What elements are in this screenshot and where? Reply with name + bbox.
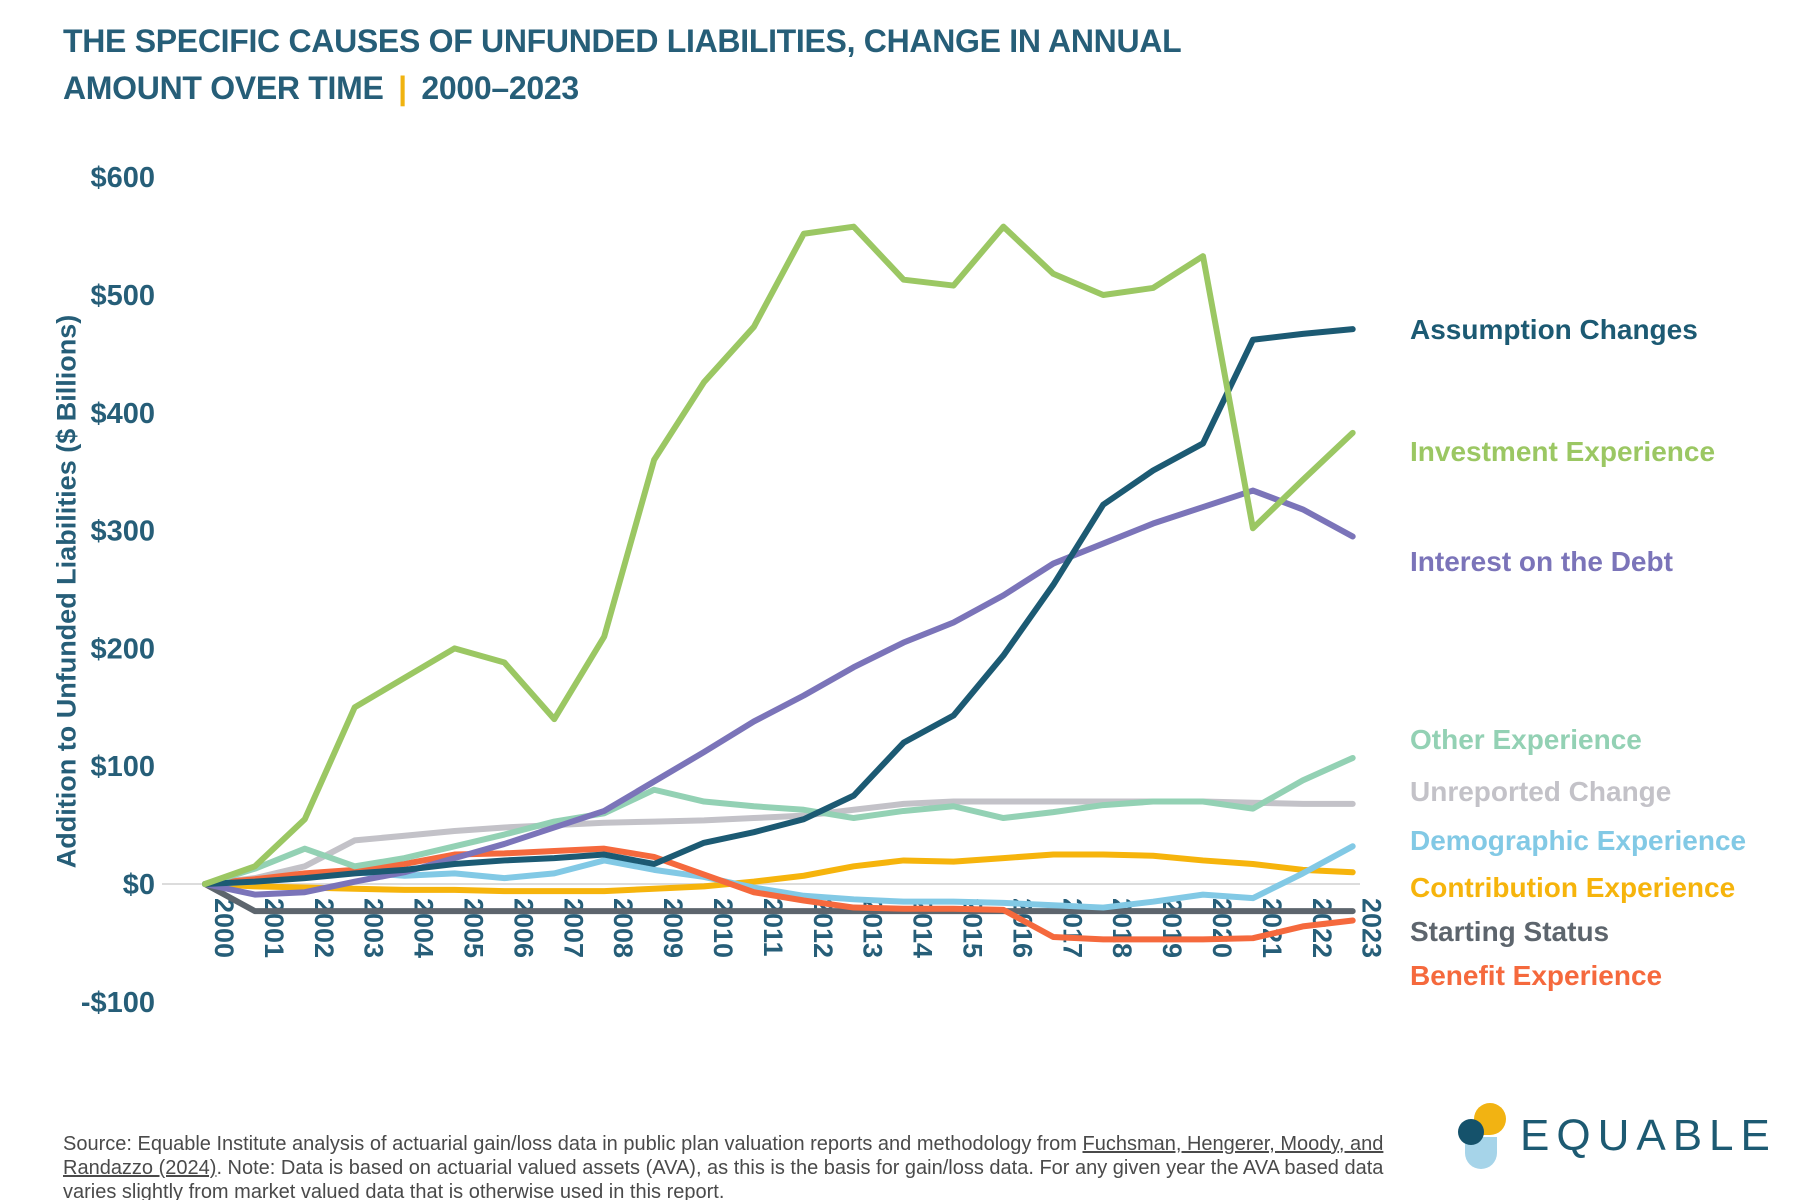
- y-tick-label: $500: [90, 280, 155, 312]
- legend-assumption: Assumption Changes: [1410, 314, 1698, 345]
- x-tick-label: 2006: [508, 898, 538, 958]
- y-tick-label: -$100: [81, 987, 155, 1019]
- chart-title: THE SPECIFIC CAUSES OF UNFUNDED LIABILIT…: [63, 18, 1403, 112]
- x-tick-label: 2002: [309, 898, 339, 958]
- x-tick-label: 2010: [708, 898, 738, 958]
- line-other: [202, 754, 1356, 887]
- title-separator: |: [398, 70, 407, 106]
- x-tick-label: 2021: [1257, 898, 1287, 958]
- line-interest: [202, 487, 1356, 898]
- x-tick-label: 2012: [808, 898, 838, 958]
- x-tick-label: 2005: [459, 898, 489, 958]
- equable-logo: EQUABLE: [1458, 1103, 1777, 1169]
- legend-benefit: Benefit Experience: [1410, 960, 1663, 991]
- legend-investment: Investment Experience: [1410, 436, 1716, 467]
- y-tick-label: $600: [90, 162, 155, 194]
- source-text-suffix: . Note: Data is based on actuarial value…: [63, 1157, 1384, 1200]
- y-tick-label: $400: [90, 398, 155, 430]
- source-citation-link[interactable]: Fuchsman, Hengerer, Moody, and Randazzo …: [63, 1133, 1384, 1179]
- logo-teal-shape: [1458, 1119, 1484, 1145]
- legend-unreported: Unreported Change: [1410, 776, 1672, 807]
- legend-contribution: Contribution Experience: [1410, 872, 1736, 903]
- line-contribution: [202, 851, 1356, 895]
- y-tick-label: $100: [90, 751, 155, 783]
- x-tick-label: 2020: [1207, 898, 1237, 958]
- legend-other: Other Experience: [1410, 724, 1642, 755]
- line-starting: [202, 881, 1356, 915]
- equable-logo-text: EQUABLE: [1520, 1111, 1777, 1160]
- line-benefit: [202, 845, 1356, 943]
- chart-title-line2: AMOUNT OVER TIME: [63, 70, 384, 106]
- x-tick-label: 2004: [409, 898, 439, 958]
- line-assumption: [202, 326, 1356, 887]
- x-tick-label: 2000: [209, 898, 239, 958]
- source-note: Source: Equable Institute analysis of ac…: [63, 1132, 1393, 1200]
- legend-starting: Starting Status: [1410, 916, 1610, 947]
- y-tick-label: $0: [123, 869, 155, 901]
- x-tick-label: 2009: [658, 898, 688, 958]
- equable-logo-icon: [1458, 1103, 1506, 1169]
- x-tick-label: 2011: [758, 898, 788, 957]
- legend-demographic: Demographic Experience: [1410, 825, 1747, 856]
- x-tick-label: 2008: [608, 898, 638, 958]
- x-tick-label: 2007: [558, 898, 588, 958]
- y-tick-label: $300: [90, 516, 155, 548]
- legend-interest: Interest on the Debt: [1410, 546, 1673, 577]
- x-tick-label: 2023: [1357, 898, 1387, 958]
- x-tick-label: 2019: [1157, 898, 1187, 958]
- line-investment: [202, 223, 1356, 887]
- source-text: Source: Equable Institute analysis of ac…: [63, 1133, 1083, 1155]
- chart-title-line1: THE SPECIFIC CAUSES OF UNFUNDED LIABILIT…: [63, 23, 1182, 59]
- x-tick-label: 2001: [259, 898, 289, 958]
- title-year-range: 2000–2023: [421, 70, 579, 106]
- y-tick-label: $200: [90, 633, 155, 665]
- x-tick-label: 2003: [359, 898, 389, 958]
